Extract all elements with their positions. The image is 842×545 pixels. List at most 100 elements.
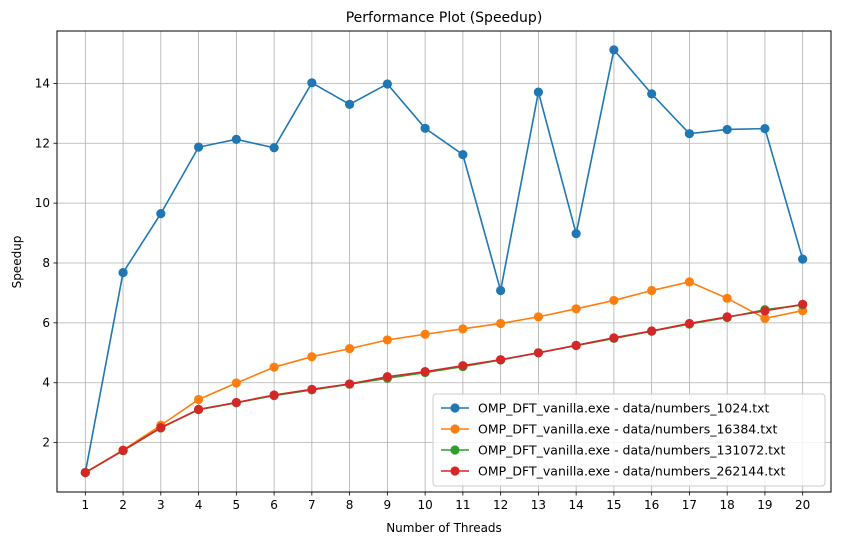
x-tick-label: 3 bbox=[157, 498, 165, 512]
x-tick-label: 12 bbox=[493, 498, 508, 512]
data-point bbox=[533, 348, 543, 358]
y-axis-label: Speedup bbox=[10, 236, 24, 289]
data-point bbox=[345, 379, 355, 389]
legend-item: OMP_DFT_vanilla.exe - data/numbers_1024.… bbox=[441, 401, 770, 416]
data-point bbox=[420, 329, 430, 339]
y-tick-label: 4 bbox=[42, 376, 50, 390]
x-tick-label: 7 bbox=[308, 498, 316, 512]
data-point bbox=[684, 277, 695, 287]
data-point bbox=[118, 267, 128, 278]
legend-box bbox=[432, 393, 826, 487]
data-point bbox=[798, 299, 808, 309]
data-point bbox=[420, 123, 430, 133]
data-point bbox=[760, 306, 770, 316]
x-tick-label: 17 bbox=[682, 498, 697, 512]
data-point bbox=[156, 209, 166, 219]
series-4 bbox=[80, 299, 808, 478]
data-point bbox=[571, 229, 581, 239]
data-point bbox=[798, 254, 808, 264]
x-tick-label: 6 bbox=[270, 498, 278, 512]
x-tick-label: 11 bbox=[455, 498, 470, 512]
x-tick-label: 4 bbox=[195, 498, 203, 512]
data-point bbox=[269, 390, 279, 400]
data-point bbox=[269, 362, 279, 372]
data-point bbox=[193, 142, 204, 152]
x-tick-label: 1 bbox=[81, 498, 89, 512]
data-point bbox=[231, 378, 241, 388]
y-tick-label: 8 bbox=[42, 256, 50, 270]
data-point bbox=[647, 326, 657, 336]
data-point bbox=[458, 324, 468, 334]
x-tick-label: 20 bbox=[795, 498, 810, 512]
x-tick-label: 8 bbox=[346, 498, 354, 512]
x-tick-label: 18 bbox=[720, 498, 735, 512]
data-point bbox=[231, 134, 241, 144]
y-axis: 2 4 6 8 10 12 14 bbox=[35, 76, 57, 450]
data-point bbox=[496, 285, 506, 296]
x-tick-label: 19 bbox=[757, 498, 772, 512]
data-point bbox=[722, 124, 732, 135]
x-axis: 1 2 3 4 5 6 7 8 9 10 11 12 13 14 15 16 17 18 19 20 bbox=[81, 492, 810, 512]
data-point bbox=[647, 89, 657, 99]
data-point bbox=[722, 312, 732, 322]
data-point bbox=[307, 78, 317, 88]
x-tick-label: 10 bbox=[417, 498, 432, 512]
data-point bbox=[118, 445, 128, 455]
legend-label: OMP_DFT_vanilla.exe - data/numbers_13107… bbox=[478, 443, 785, 458]
data-point bbox=[382, 372, 392, 382]
legend-marker bbox=[450, 424, 460, 434]
data-point bbox=[345, 344, 355, 354]
series-line bbox=[84, 281, 803, 474]
series-1 bbox=[80, 45, 808, 478]
legend-item: OMP_DFT_vanilla.exe - data/numbers_16384… bbox=[441, 422, 778, 437]
plot-frame bbox=[56, 30, 832, 493]
y-tick-label: 10 bbox=[35, 196, 50, 210]
legend-label: OMP_DFT_vanilla.exe - data/numbers_16384… bbox=[478, 422, 778, 437]
data-point bbox=[193, 404, 204, 414]
data-point bbox=[382, 335, 392, 345]
data-point bbox=[609, 45, 619, 55]
chart-title: Performance Plot (Speedup) bbox=[346, 10, 543, 26]
data-point bbox=[458, 361, 468, 371]
data-point bbox=[760, 313, 770, 323]
y-tick-label: 12 bbox=[35, 136, 50, 150]
legend-item: OMP_DFT_vanilla.exe - data/numbers_26214… bbox=[441, 464, 785, 479]
data-point bbox=[496, 355, 506, 365]
series-line bbox=[84, 303, 803, 474]
x-tick-label: 2 bbox=[119, 498, 127, 512]
data-point bbox=[80, 467, 90, 478]
data-point bbox=[307, 352, 317, 362]
data-point bbox=[193, 394, 204, 405]
data-point bbox=[458, 150, 468, 160]
x-tick-label: 15 bbox=[606, 498, 621, 512]
x-tick-label: 16 bbox=[644, 498, 659, 512]
legend-marker bbox=[450, 445, 460, 455]
data-point bbox=[571, 340, 581, 350]
legend-marker bbox=[450, 466, 460, 476]
data-point bbox=[609, 295, 619, 306]
x-tick-label: 5 bbox=[233, 498, 241, 512]
data-point bbox=[345, 99, 355, 109]
data-point bbox=[684, 318, 695, 329]
data-point bbox=[533, 312, 543, 322]
data-point bbox=[420, 367, 430, 377]
legend-item: OMP_DFT_vanilla.exe - data/numbers_13107… bbox=[441, 443, 785, 458]
series-line bbox=[84, 48, 804, 473]
x-axis-label: Number of Threads bbox=[386, 521, 502, 535]
data-point bbox=[647, 285, 657, 296]
legend-marker bbox=[450, 403, 460, 413]
y-tick-label: 6 bbox=[42, 316, 50, 330]
legend: OMP_DFT_vanilla.exe - data/numbers_1024.… bbox=[432, 393, 826, 487]
data-point bbox=[533, 87, 543, 97]
data-point bbox=[722, 293, 732, 303]
data-point bbox=[269, 143, 279, 153]
data-point bbox=[684, 129, 695, 139]
data-point bbox=[496, 318, 506, 329]
data-point bbox=[156, 423, 166, 433]
x-tick-label: 9 bbox=[384, 498, 392, 512]
legend-label: OMP_DFT_vanilla.exe - data/numbers_1024.… bbox=[478, 401, 770, 416]
data-point bbox=[382, 79, 392, 89]
data-point bbox=[231, 397, 241, 408]
data-point bbox=[760, 123, 770, 134]
